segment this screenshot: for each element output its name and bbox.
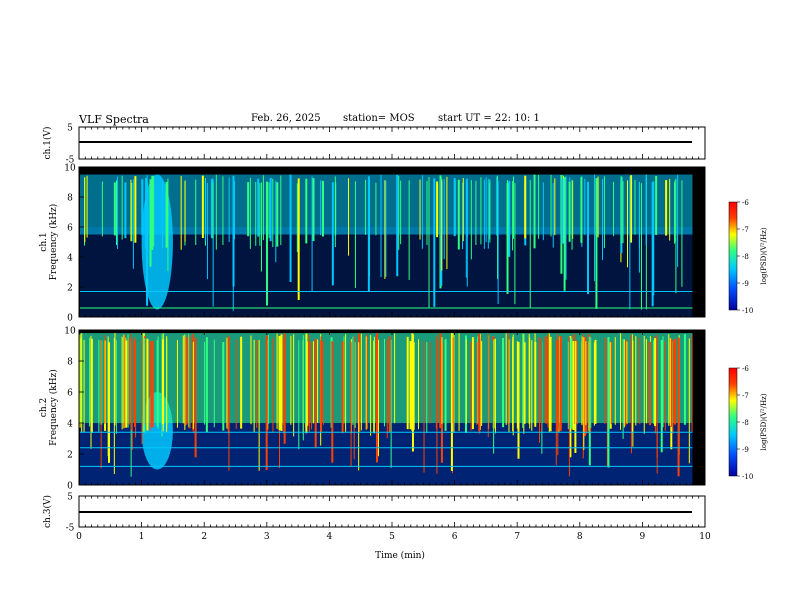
y-tick-label: 0: [67, 314, 73, 324]
colorbar-tick-label: -10: [742, 307, 753, 315]
date-label: Feb. 26, 2025: [251, 113, 321, 124]
x-tick-label: 0: [76, 532, 82, 542]
y-tick-label: 2: [67, 451, 73, 461]
ch2-colorbar: [728, 367, 738, 477]
y-axis-label: Frequency (kHz): [48, 204, 59, 281]
x-tick-label: 9: [640, 532, 646, 542]
colorbar-label: log(PSD)(V²/Hz): [760, 393, 768, 450]
ch1-colorbar: [728, 201, 738, 311]
y-tick-label: 5: [67, 493, 73, 503]
y-tick-label: 10: [64, 164, 76, 174]
y-tick-label: 6: [67, 224, 73, 234]
colorbar-tick-label: -6: [742, 365, 749, 373]
ch3-waveform-panel: [78, 495, 706, 528]
y-tick-label: 6: [67, 389, 73, 399]
ch1-waveform-panel: [78, 126, 706, 160]
colorbar-tick-label: -7: [742, 226, 749, 234]
ch1-spectrogram-panel: [78, 166, 706, 318]
y-tick-label: 8: [67, 194, 73, 204]
colorbar-tick-label: -9: [742, 280, 749, 288]
ch2-spectrogram-panel: [78, 329, 706, 486]
y-tick-label: 8: [67, 358, 73, 368]
colorbar-label: log(PSD)(V²/Hz): [760, 227, 768, 284]
x-tick-label: 1: [139, 532, 145, 542]
y-axis-label: ch.1: [39, 232, 49, 251]
colorbar-tick-label: -9: [742, 446, 749, 454]
station-label: station= MOS: [343, 113, 415, 124]
start-time-label: start UT = 22: 10: 1: [438, 113, 540, 124]
y-axis-label: ch.1(V): [42, 127, 53, 160]
colorbar-tick-label: -7: [742, 392, 749, 400]
x-tick-label: 5: [389, 532, 395, 542]
y-tick-label: 5: [67, 124, 73, 134]
spheric-band: [80, 333, 693, 423]
y-axis-label: ch.3(V): [42, 495, 53, 528]
x-tick-label: 10: [699, 532, 711, 542]
y-tick-label: 4: [67, 254, 73, 264]
x-axis-label: Time (min): [375, 550, 425, 561]
x-tick-label: 2: [201, 532, 207, 542]
y-tick-label: -5: [66, 156, 75, 166]
colorbar-tick-label: -6: [742, 199, 749, 207]
y-tick-label: 10: [64, 327, 76, 337]
y-axis-label: ch.2: [39, 398, 49, 417]
x-tick-label: 4: [327, 532, 333, 542]
figure-title: VLF Spectra: [79, 113, 149, 126]
colorbar-tick-label: -8: [742, 253, 749, 261]
colorbar-tick-label: -10: [742, 473, 753, 481]
x-tick-label: 6: [452, 532, 458, 542]
x-tick-label: 7: [514, 532, 520, 542]
y-axis-label: Frequency (kHz): [48, 369, 59, 446]
colorbar-tick-label: -8: [742, 419, 749, 427]
y-tick-label: 0: [67, 482, 73, 492]
y-tick-label: 4: [67, 420, 73, 430]
x-tick-label: 3: [264, 532, 270, 542]
y-tick-label: 2: [67, 284, 73, 294]
y-tick-label: -5: [66, 524, 75, 534]
x-tick-label: 8: [577, 532, 583, 542]
